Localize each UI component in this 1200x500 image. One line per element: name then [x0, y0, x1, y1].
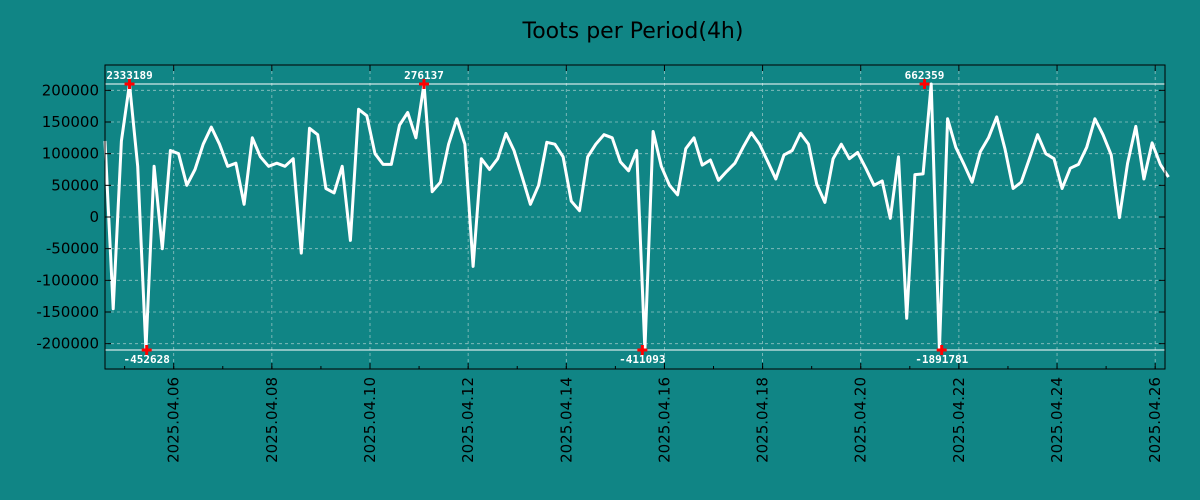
peak-label: 662359: [905, 69, 945, 82]
y-tick-label: 50000: [51, 176, 99, 194]
peak-label: 2333189: [106, 69, 152, 82]
x-tick-label: 2025.04.18: [754, 377, 772, 463]
x-tick-label: 2025.04.06: [165, 377, 183, 463]
y-tick-label: -150000: [36, 303, 99, 321]
peak-label: -411093: [619, 353, 665, 366]
y-tick-label: -200000: [36, 335, 99, 353]
x-tick-label: 2025.04.08: [263, 377, 281, 463]
y-tick-label: 150000: [42, 113, 99, 131]
y-tick-label: 0: [89, 208, 99, 226]
x-tick-label: 2025.04.24: [1048, 377, 1066, 463]
x-tick-label: 2025.04.12: [459, 377, 477, 463]
x-axis: 2025.04.06 2025.04.08 2025.04.10 2025.04.12…: [124, 65, 1164, 463]
series-layer: [103, 82, 1170, 352]
peak-label: -1891781: [915, 353, 968, 366]
y-tick-label: 200000: [42, 81, 99, 99]
chart-title: Toots per Period(4h): [522, 19, 744, 44]
y-tick-label: -100000: [36, 271, 99, 289]
x-tick-label: 2025.04.22: [950, 377, 968, 463]
x-tick-label: 2025.04.26: [1146, 377, 1164, 463]
peak-markers: 2333189 -452628 276137 -411093 662359 -189178…: [106, 69, 968, 366]
peak-label: -452628: [124, 353, 170, 366]
x-tick-label: 2025.04.20: [852, 377, 870, 463]
series-line: [103, 82, 1170, 352]
y-axis: -200000 -150000 -100000 -50000 0 50000 100000 1…: [36, 81, 1165, 353]
y-tick-label: -50000: [46, 240, 99, 258]
x-tick-label: 2025.04.10: [361, 377, 379, 463]
grid-layer: [105, 65, 1165, 369]
y-tick-label: 100000: [42, 145, 99, 163]
x-tick-label: 2025.04.14: [557, 377, 575, 463]
reference-lines: [105, 83, 1165, 351]
x-tick-label: 2025.04.16: [655, 377, 673, 463]
peak-label: 276137: [404, 69, 444, 82]
